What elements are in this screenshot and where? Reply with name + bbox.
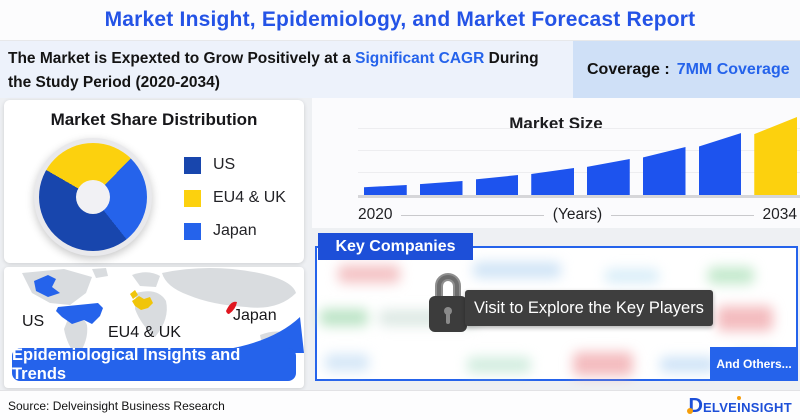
blurred-logo bbox=[660, 357, 716, 372]
bar bbox=[419, 181, 463, 195]
blurred-logo bbox=[473, 262, 561, 278]
banner-swoosh bbox=[192, 317, 304, 353]
legend-item-japan: Japan bbox=[184, 222, 286, 240]
pie-legend: US EU4 & UK Japan bbox=[184, 156, 286, 240]
blurred-logo bbox=[467, 357, 531, 373]
legend-label-eu: EU4 & UK bbox=[213, 189, 286, 206]
x-axis-end-year: 2034 bbox=[762, 206, 797, 223]
legend-swatch-japan bbox=[184, 222, 201, 240]
bar bbox=[754, 117, 797, 195]
subtitle-text: The Market is Expexted to Grow Positivel… bbox=[8, 47, 564, 95]
eu-map-shape bbox=[130, 290, 153, 310]
epidemiology-map-panel: US EU4 & UK Japan Epidemiological Insigh… bbox=[4, 267, 304, 388]
page-title: Market Insight, Epidemiology, and Market… bbox=[104, 8, 696, 31]
market-size-chart: Market Size 2020 (Years) 2034 bbox=[312, 98, 800, 228]
blurred-logo bbox=[708, 267, 754, 284]
key-companies-tab: Key Companies bbox=[318, 233, 473, 260]
japan-map-shape bbox=[226, 301, 237, 314]
bar bbox=[531, 168, 574, 195]
legend-label-japan: Japan bbox=[213, 222, 257, 239]
us-map-shape bbox=[34, 275, 103, 324]
logo-d-glyph: D bbox=[686, 394, 703, 417]
bar bbox=[698, 133, 742, 195]
x-axis-start-year: 2020 bbox=[358, 206, 393, 223]
map-label-japan: Japan bbox=[233, 307, 277, 324]
blurred-logo bbox=[320, 309, 368, 326]
x-axis-label: (Years) bbox=[552, 206, 603, 223]
coverage-box: Coverage : 7MM Coverage bbox=[573, 41, 800, 98]
bar bbox=[475, 175, 519, 195]
map-label-eu: EU4 & UK bbox=[108, 324, 181, 341]
key-companies-box: Key Companies Visit to Explore the Key P… bbox=[315, 233, 798, 381]
source-note: Source: Delveinsight Business Research bbox=[8, 398, 225, 413]
donut-chart bbox=[39, 143, 147, 251]
market-share-title: Market Share Distribution bbox=[50, 110, 258, 129]
epidemiology-banner: Epidemiological Insights and Trends bbox=[12, 346, 296, 383]
legend-item-eu: EU4 & UK bbox=[184, 189, 286, 207]
subtitle-highlight: Significant CAGR bbox=[355, 50, 485, 67]
logo-text-2: NSIGHT bbox=[741, 399, 792, 415]
x-axis-baseline bbox=[358, 195, 800, 198]
logo-i-glyph: I bbox=[737, 399, 742, 415]
bar bbox=[642, 147, 686, 195]
donut-chart-ring bbox=[34, 138, 152, 256]
subtitle-bar: The Market is Expexted to Grow Positivel… bbox=[0, 41, 800, 98]
x-axis: 2020 (Years) 2034 bbox=[358, 204, 797, 226]
donut-hole bbox=[76, 180, 110, 214]
world-map bbox=[22, 268, 304, 357]
gridline bbox=[358, 150, 800, 151]
logo-text-1: ELVE bbox=[702, 399, 738, 415]
report-header: Market Insight, Epidemiology, and Market… bbox=[0, 0, 800, 41]
bar bbox=[587, 159, 630, 195]
lock-icon bbox=[429, 273, 467, 332]
coverage-label: Coverage : bbox=[587, 60, 670, 78]
gridline bbox=[358, 172, 800, 173]
legend-swatch-us bbox=[184, 156, 201, 174]
gridline bbox=[358, 128, 800, 129]
subtitle-text-before: The Market is Expexted to Grow Positivel… bbox=[8, 50, 356, 67]
delveinsight-logo: D ELVE I NSIGHT bbox=[686, 394, 793, 417]
legend-item-us: US bbox=[184, 156, 286, 174]
blurred-logo bbox=[338, 265, 400, 283]
coverage-value: 7MM Coverage bbox=[676, 60, 790, 78]
subtitle-text-after: During the Study Period (2020-2034) bbox=[8, 50, 539, 92]
legend-swatch-eu bbox=[184, 189, 201, 207]
blurred-logos bbox=[317, 248, 796, 379]
blurred-logo bbox=[717, 306, 773, 331]
market-share-panel: Market Share Distribution US EU4 & UK Ja… bbox=[4, 100, 304, 263]
x-axis-line bbox=[611, 214, 754, 216]
map-label-us: US bbox=[22, 313, 45, 330]
bar bbox=[364, 185, 407, 195]
blurred-logo bbox=[573, 352, 633, 376]
bar-series bbox=[364, 115, 797, 195]
blurred-logo bbox=[325, 354, 369, 371]
footer: Source: Delveinsight Business Research D… bbox=[0, 390, 800, 420]
legend-label-us: US bbox=[213, 156, 236, 173]
blurred-logo bbox=[605, 269, 659, 283]
explore-cta-label[interactable]: Visit to Explore the Key Players bbox=[465, 290, 713, 326]
x-axis-line bbox=[401, 214, 544, 216]
and-others-badge: And Others... bbox=[710, 347, 798, 381]
